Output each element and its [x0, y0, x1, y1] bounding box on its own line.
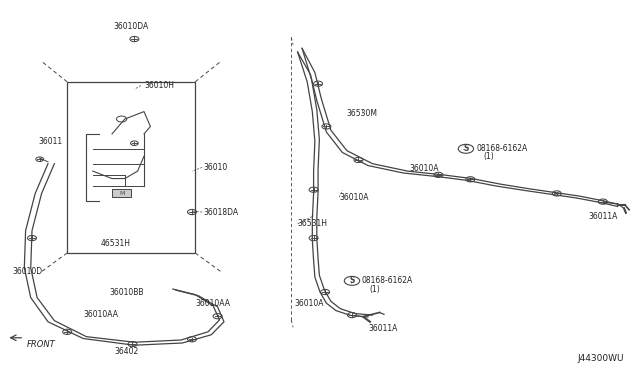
- Text: S: S: [463, 144, 468, 153]
- Text: 36011A: 36011A: [589, 212, 618, 221]
- Text: 08168-6162A: 08168-6162A: [362, 276, 413, 285]
- Text: 36010A: 36010A: [294, 299, 324, 308]
- Text: 08168-6162A: 08168-6162A: [477, 144, 528, 153]
- Text: 36010DA: 36010DA: [113, 22, 149, 31]
- Text: 36010AA: 36010AA: [195, 299, 230, 308]
- Text: 46531H: 46531H: [100, 239, 130, 248]
- Text: 36010BB: 36010BB: [109, 288, 144, 296]
- Text: 36010AA: 36010AA: [83, 310, 118, 319]
- Text: (1): (1): [484, 153, 495, 161]
- Bar: [112, 189, 131, 197]
- Text: J44300WU: J44300WU: [577, 354, 624, 363]
- Text: M: M: [119, 190, 124, 196]
- Text: 36531H: 36531H: [298, 219, 328, 228]
- Text: 36011: 36011: [38, 137, 63, 146]
- Text: (1): (1): [369, 285, 380, 294]
- Bar: [67, 82, 195, 253]
- Text: S: S: [349, 276, 355, 285]
- Text: 36010A: 36010A: [339, 193, 369, 202]
- Text: 36010: 36010: [204, 163, 228, 172]
- Text: 36530M: 36530M: [346, 109, 377, 118]
- Text: 36010A: 36010A: [410, 164, 439, 173]
- Text: 36010D: 36010D: [13, 267, 43, 276]
- Text: 36402: 36402: [115, 347, 139, 356]
- Text: 36011A: 36011A: [368, 324, 397, 333]
- Text: 36010H: 36010H: [144, 81, 174, 90]
- Text: FRONT: FRONT: [27, 340, 56, 349]
- Text: 36018DA: 36018DA: [204, 208, 239, 217]
